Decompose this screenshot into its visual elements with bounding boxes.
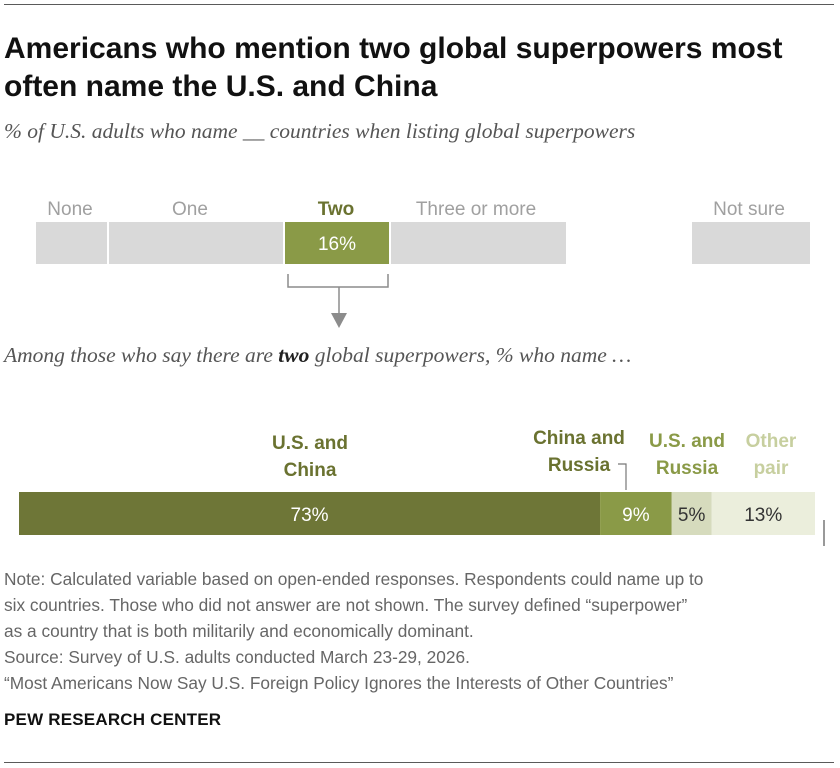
category-label-china-and-russia-line-1: China and — [533, 428, 625, 449]
superpower-count-bar: None One Two 16% Three or more Not sure — [36, 199, 810, 264]
note-line-5: “Most Americans Now Say U.S. Foreign Pol… — [4, 673, 674, 693]
category-label-u-s-and-russia-line-1: U.S. and — [649, 431, 725, 452]
category-label-u-s-and-china-line-1: U.S. and — [272, 433, 348, 454]
arrow-head-icon — [331, 313, 347, 328]
category-label-china-and-russia-line-2: Russia — [548, 455, 611, 476]
bar-segment-one — [109, 222, 283, 264]
bar-segment-three-or-more — [391, 222, 566, 264]
category-label-u-s-and-china-line-2: China — [284, 460, 337, 481]
value-label-u-s-and-russia: 5% — [678, 505, 706, 526]
note-line-4: Source: Survey of U.S. adults conducted … — [4, 647, 470, 667]
category-label-three-or-more: Three or more — [416, 199, 536, 220]
leader-line-china-and-russia — [618, 463, 627, 490]
category-label-two: Two — [318, 199, 355, 220]
pew-logo: PEW RESEARCH CENTER — [4, 710, 222, 729]
bottom-rule — [4, 762, 834, 763]
category-label-other-pair-line-1: Other — [746, 431, 797, 452]
subtitle2-post: global superpowers, % who name … — [309, 343, 632, 367]
bar-segment-u-s-and-russia — [671, 492, 712, 535]
superpower-pair-bar: 73% 9% 5% 13% U.S. and China China and Russia U.… — [19, 428, 825, 546]
bar-segment-china-and-russia — [600, 492, 672, 535]
chart-title-line-2: often name the U.S. and China — [4, 70, 438, 103]
category-label-not-sure: Not sure — [713, 199, 785, 220]
value-label-china-and-russia: 9% — [622, 505, 650, 526]
category-label-one: One — [172, 199, 208, 220]
bar-segment-u-s-and-china — [19, 492, 601, 535]
chart-note: Note: Calculated variable based on open-… — [4, 566, 834, 696]
chart-subtitle: % of U.S. adults who name __ countries w… — [4, 119, 636, 143]
bracket-line — [287, 274, 389, 288]
bar-segment-two — [285, 222, 389, 264]
category-label-u-s-and-russia-line-2: Russia — [656, 458, 719, 479]
bar-segment-not-sure — [692, 222, 810, 264]
value-label-other-pair: 13% — [744, 505, 782, 526]
value-label-u-s-and-china: 73% — [291, 505, 329, 526]
bar-segment-none — [36, 222, 107, 264]
top-rule — [4, 4, 834, 5]
category-label-other-pair-line-2: pair — [754, 458, 789, 479]
bracket-connector — [287, 274, 389, 328]
note-line-1: Note: Calculated variable based on open-… — [4, 569, 704, 589]
bar-segment-other-pair — [711, 492, 815, 535]
value-label-two: 16% — [318, 234, 356, 255]
subtitle2-bold: two — [278, 343, 310, 367]
chart-subtitle-2: Among those who say there are two global… — [4, 343, 631, 368]
subtitle2-pre: Among those who say there are — [4, 343, 279, 367]
note-line-2: six countries. Those who did not answer … — [4, 595, 688, 615]
category-label-none: None — [47, 199, 92, 220]
chart-title-line-1: Americans who mention two global superpo… — [4, 32, 783, 65]
note-line-3: as a country that is both militarily and… — [4, 621, 474, 641]
chart-title: Americans who mention two global superpo… — [4, 30, 834, 106]
